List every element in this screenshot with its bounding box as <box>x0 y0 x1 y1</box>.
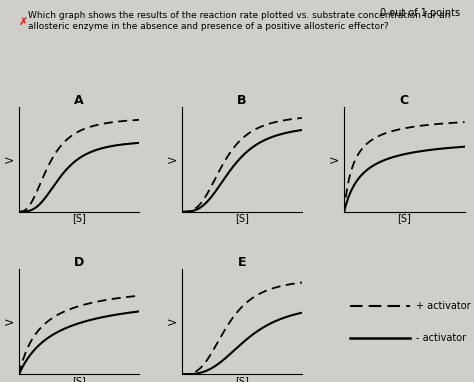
X-axis label: [S]: [S] <box>72 213 86 223</box>
Title: C: C <box>400 94 409 107</box>
Title: D: D <box>74 256 84 269</box>
Title: E: E <box>237 256 246 269</box>
Y-axis label: V: V <box>169 319 179 325</box>
Title: A: A <box>74 94 84 107</box>
Y-axis label: V: V <box>331 156 341 163</box>
X-axis label: [S]: [S] <box>235 376 249 382</box>
X-axis label: [S]: [S] <box>397 213 411 223</box>
Y-axis label: V: V <box>6 156 16 163</box>
Title: B: B <box>237 94 246 107</box>
Text: - activator: - activator <box>416 333 466 343</box>
Text: ✗: ✗ <box>19 17 28 27</box>
X-axis label: [S]: [S] <box>235 213 249 223</box>
Text: Which graph shows the results of the reaction rate plotted vs. substrate concent: Which graph shows the results of the rea… <box>28 11 451 31</box>
X-axis label: [S]: [S] <box>72 376 86 382</box>
Y-axis label: V: V <box>6 319 16 325</box>
Text: + activator: + activator <box>416 301 471 311</box>
Y-axis label: V: V <box>169 156 179 163</box>
Text: 0 out of 1 points: 0 out of 1 points <box>380 8 460 18</box>
